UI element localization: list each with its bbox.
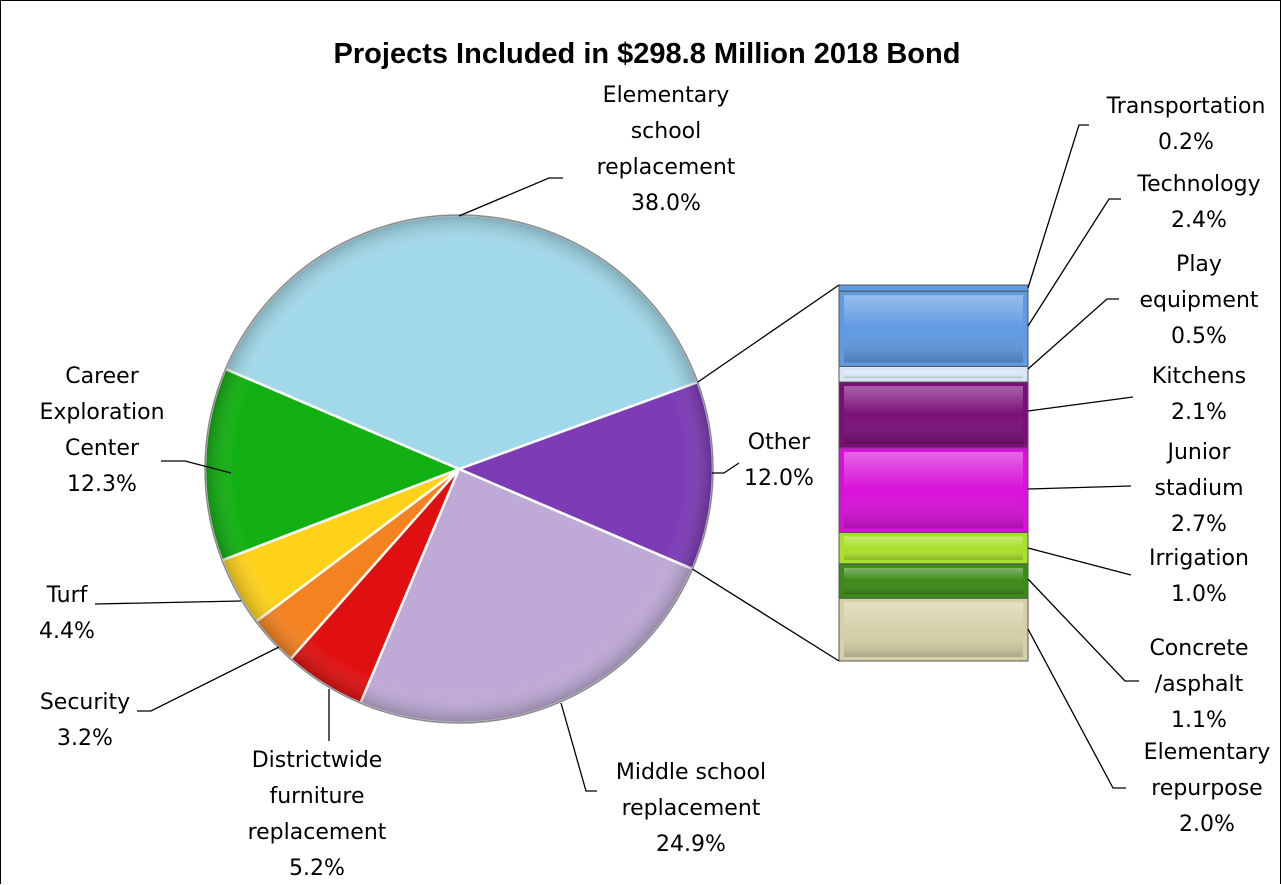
leader-technology: [1027, 198, 1121, 327]
connector-lines: [692, 284, 840, 662]
breakout-segment-bevel: [844, 451, 1023, 529]
data-label-elementary-repurpose: Elementary repurpose 2.0%: [1144, 740, 1271, 837]
breakout-segment-bevel: [844, 536, 1023, 560]
leader-other: [712, 462, 740, 474]
data-label-transportation: Transportation 0.2%: [1106, 94, 1266, 155]
data-label-junior-stadium: Junior stadium 2.7%: [1154, 440, 1243, 537]
leader-play-equipment: [1027, 298, 1119, 370]
data-label-play-equipment: Play equipment 0.5%: [1139, 252, 1258, 349]
leader-middle-school-replacement: [560, 702, 597, 792]
breakout-segment-bevel: [844, 370, 1023, 379]
data-label-concrete-asphalt: Concrete/asphalt 1.1%: [1149, 636, 1248, 733]
breakout-segment-bevel: [844, 567, 1023, 595]
leader-transportation: [1027, 124, 1089, 289]
leader-concrete-asphalt: [1027, 578, 1139, 682]
data-label-technology: Technology 2.4%: [1136, 172, 1260, 233]
data-labels: Other 12.0% Middle school replacement 24.9% D…: [39, 83, 1270, 881]
leader-security: [137, 646, 280, 712]
data-label-irrigation: Irrigation 1.0%: [1149, 546, 1249, 607]
data-label-turf: Turf 4.4%: [39, 583, 95, 644]
breakout-segment-transportation: [838, 284, 1029, 292]
data-label-other: Other 12.0%: [744, 430, 814, 491]
pie-shading: [204, 214, 714, 724]
breakout-segment-bevel: [844, 602, 1023, 657]
breakout-bar: [838, 284, 1029, 662]
leader-junior-stadium: [1027, 485, 1132, 490]
data-label-districtwide-furniture-replacement: Districtwide furniture replacement 5.2%: [248, 748, 387, 881]
breakout-segment-bevel: [844, 386, 1023, 444]
leader-elementary-school-replacement: [458, 177, 563, 217]
leader-irrigation: [1027, 547, 1132, 576]
chart-title: Projects Included in $298.8 Million 2018…: [334, 38, 961, 70]
data-label-career-exploration-center: Career Exploration Center 12.3%: [39, 364, 164, 497]
leader-kitchens: [1027, 396, 1134, 412]
data-label-kitchens: Kitchens 2.1%: [1152, 364, 1246, 425]
leader-career-exploration-center: [161, 460, 232, 474]
data-label-security: Security 3.2%: [40, 690, 130, 751]
pie: [203, 213, 715, 725]
breakout-segment-bevel: [844, 295, 1023, 363]
connector-top: [697, 284, 840, 383]
data-label-middle-school-replacement: Middle school replacement 24.9%: [616, 760, 766, 857]
leader-elementary-repurpose: [1027, 628, 1126, 789]
leader-turf: [94, 600, 242, 605]
data-label-elementary-school-replacement: Elementary school replacement 38.0%: [597, 83, 736, 216]
connector-bottom: [692, 568, 840, 662]
